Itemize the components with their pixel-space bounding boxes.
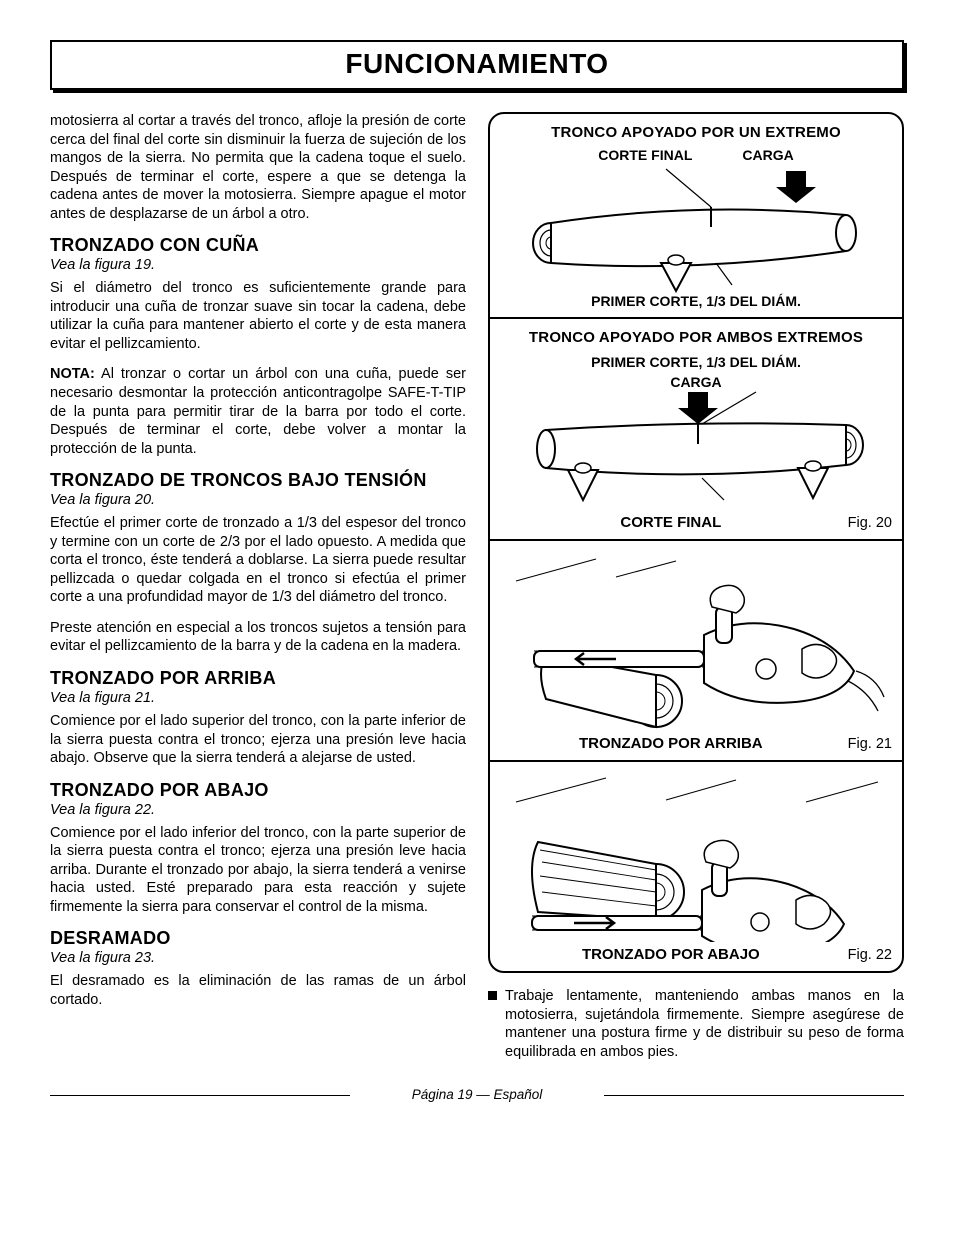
figure-panel-3: TRONZADO POR ARRIBA Fig. 21 (490, 541, 902, 762)
panel2-title: TRONCO APOYADO POR AMBOS EXTREMOS (500, 329, 892, 346)
square-bullet-icon (488, 991, 497, 1000)
figure-frame: TRONCO APOYADO POR UN EXTREMO CORTE FINA… (488, 112, 904, 973)
figref-arriba: Vea la figura 21. (50, 690, 466, 706)
panel3-fignum: Fig. 21 (848, 736, 892, 752)
tension-p1: Efectúe el primer corte de tronzado a 1/… (50, 514, 466, 607)
panel2-carga: CARGA (500, 374, 892, 390)
figref-abajo: Vea la figura 22. (50, 802, 466, 818)
right-column: TRONCO APOYADO POR UN EXTREMO CORTE FINA… (488, 112, 904, 1061)
figref-desramado: Vea la figura 23. (50, 950, 466, 966)
panel3-diagram (506, 551, 886, 731)
cuna-nota: NOTA: Al tronzar o cortar un árbol con u… (50, 365, 466, 458)
heading-tension: TRONZADO DE TRONCOS BAJO TENSIÓN (50, 470, 466, 491)
figure-panel-2: TRONCO APOYADO POR AMBOS EXTREMOS PRIMER… (490, 319, 902, 541)
panel4-diagram (506, 772, 886, 942)
two-column-layout: motosierra al cortar a través del tronco… (50, 112, 904, 1061)
cuna-p1: Si el diámetro del tronco es suficientem… (50, 279, 466, 353)
figure-panel-1: TRONCO APOYADO POR UN EXTREMO CORTE FINA… (490, 114, 902, 319)
heading-desramado: DESRAMADO (50, 928, 466, 949)
panel4-fignum: Fig. 22 (848, 947, 892, 963)
panel1-diagram (516, 163, 876, 293)
left-column: motosierra al cortar a través del tronco… (50, 112, 466, 1061)
panel4-caption: TRONZADO POR ABAJO (500, 946, 842, 963)
nota-label: NOTA: (50, 366, 95, 382)
heading-arriba: TRONZADO POR ARRIBA (50, 668, 466, 689)
figref-tension: Vea la figura 20. (50, 492, 466, 508)
figref-cuna: Vea la figura 19. (50, 257, 466, 273)
page-title: FUNCIONAMIENTO (52, 48, 902, 80)
figure-panel-4: TRONZADO POR ABAJO Fig. 22 (490, 762, 902, 971)
intro-paragraph: motosierra al cortar a través del tronco… (50, 112, 466, 223)
footer-rule-right (604, 1095, 904, 1096)
panel2-diagram (516, 390, 876, 510)
page-title-box: FUNCIONAMIENTO (50, 40, 904, 90)
panel2-fignum: Fig. 20 (848, 515, 892, 531)
panel1-primer: PRIMER CORTE, 1/3 DEL DIÁM. (500, 293, 892, 309)
panel3-caption: TRONZADO POR ARRIBA (500, 735, 842, 752)
nota-body: Al tronzar o cortar un árbol con una cuñ… (50, 366, 466, 456)
panel2-corte-final: CORTE FINAL (500, 514, 842, 531)
arriba-p1: Comience por el lado superior del tronco… (50, 712, 466, 768)
panel2-primer: PRIMER CORTE, 1/3 DEL DIÁM. (500, 354, 892, 370)
panel1-title: TRONCO APOYADO POR UN EXTREMO (500, 124, 892, 141)
abajo-p1: Comience por el lado inferior del tronco… (50, 824, 466, 917)
heading-cuna: TRONZADO CON CUÑA (50, 235, 466, 256)
desramado-p1: El desramado es la eliminación de las ra… (50, 972, 466, 1009)
right-bullet-item: Trabaje lentamente, manteniendo ambas ma… (488, 987, 904, 1061)
panel1-corte-final: CORTE FINAL (598, 147, 692, 163)
panel1-carga: CARGA (742, 147, 793, 163)
heading-abajo: TRONZADO POR ABAJO (50, 780, 466, 801)
page-footer: Página 19 — Español (50, 1085, 904, 1107)
tension-p2: Preste atención en especial a los tronco… (50, 619, 466, 656)
right-bullet-text: Trabaje lentamente, manteniendo ambas ma… (505, 987, 904, 1061)
